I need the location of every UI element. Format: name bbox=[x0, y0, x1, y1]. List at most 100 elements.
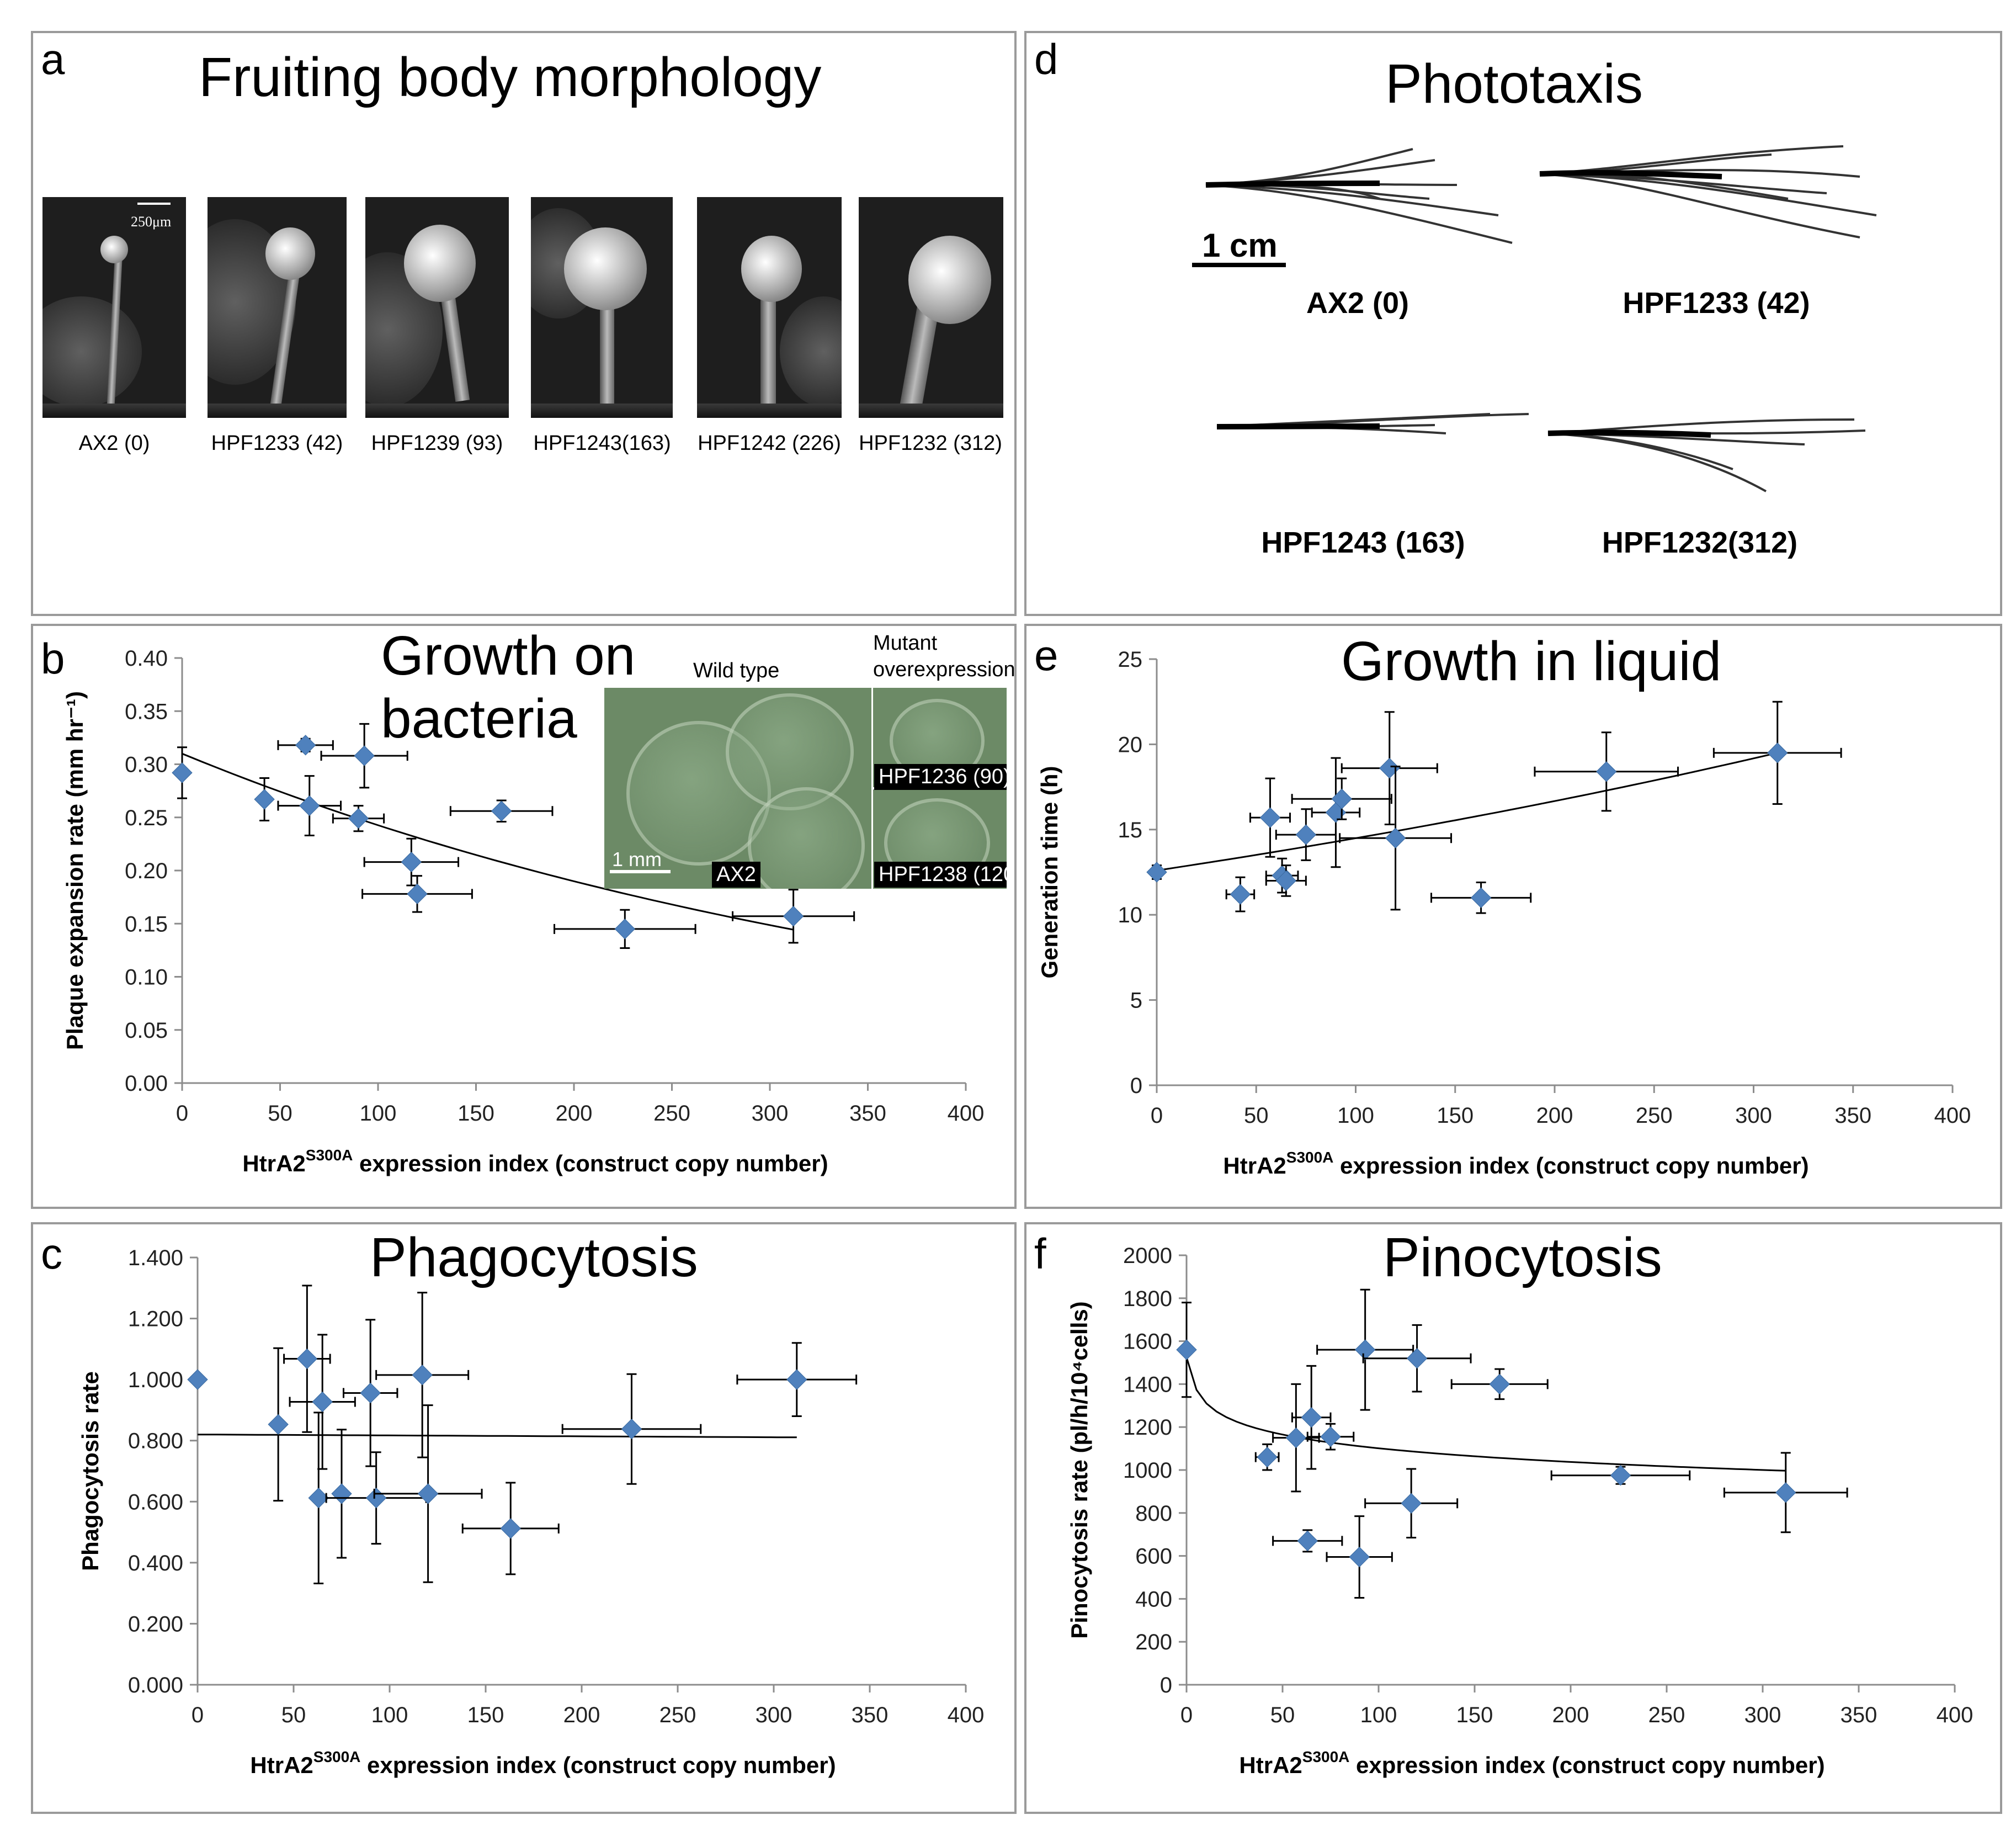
data-point bbox=[1176, 1339, 1197, 1360]
data-point bbox=[365, 1487, 387, 1509]
data-point bbox=[1295, 824, 1317, 845]
data-point bbox=[783, 906, 804, 927]
photo-label: HPF1239 (93) bbox=[371, 432, 503, 455]
panel-title: Pinocytosis bbox=[1383, 1227, 1662, 1288]
x-tick-label: 100 bbox=[1360, 1703, 1397, 1727]
growth-on-bacteria-chart: 0.00 0.05 0.10 0.15 0.20 0.25 0.30 0.35 0.40 0 50 1… bbox=[62, 646, 985, 1176]
phototaxis-scale-bar-label: 1 cm bbox=[1202, 227, 1278, 264]
photo-label: HPF1233 (42) bbox=[211, 432, 343, 455]
pinocytosis-chart: 0 200 400 600 800 1000 1200 1400 1600 1800 2000 0 50… bbox=[1066, 1244, 1973, 1778]
trend-line bbox=[1185, 1357, 1786, 1472]
x-tick-label: 0 bbox=[1180, 1703, 1193, 1727]
data-point bbox=[268, 1414, 289, 1435]
y-tick-label: 10 bbox=[1118, 903, 1143, 927]
data-point bbox=[786, 1369, 807, 1390]
y-tick-label: 0.400 bbox=[128, 1551, 183, 1575]
y-axis-title: Pinocytosis rate (pl/h/10⁴cells) bbox=[1066, 1301, 1092, 1638]
y-tick-label: 0.25 bbox=[125, 806, 168, 830]
data-point bbox=[360, 1382, 381, 1404]
data-point bbox=[1610, 1465, 1631, 1486]
x-tick-label: 200 bbox=[1552, 1703, 1589, 1727]
y-tick-label: 1400 bbox=[1123, 1372, 1172, 1397]
y-tick-label: 15 bbox=[1118, 818, 1143, 842]
panel-title: Phototaxis bbox=[1385, 53, 1643, 115]
strain-label: HPF1232(312) bbox=[1602, 526, 1798, 559]
x-tick-label: 200 bbox=[1536, 1103, 1573, 1128]
data-point bbox=[1285, 1427, 1307, 1448]
x-tick-label: 400 bbox=[948, 1703, 985, 1727]
inset-wild-type-label: Wild type bbox=[693, 659, 780, 682]
panel-letter: d bbox=[1034, 35, 1058, 83]
x-tick-label: 50 bbox=[281, 1703, 306, 1727]
inset-photo-mutant: HPF1236 (90) HPF1238 (120) bbox=[873, 688, 1007, 889]
panel-f: f Pinocytosis 0 200 400 600 800 1000 1200 1400 1… bbox=[1024, 1222, 2002, 1814]
x-tick-label: 200 bbox=[563, 1703, 600, 1727]
panel-letter: a bbox=[41, 35, 65, 83]
y-tick-label: 600 bbox=[1135, 1545, 1172, 1569]
x-tick-label: 300 bbox=[752, 1101, 789, 1126]
data-point bbox=[621, 1418, 642, 1440]
y-tick-label: 0.200 bbox=[128, 1612, 183, 1636]
phagocytosis-chart: 0.000 0.200 0.400 0.600 0.800 1.000 1.200 1.400… bbox=[77, 1246, 985, 1778]
data-point bbox=[491, 800, 512, 821]
y-tick-label: 0 bbox=[1160, 1673, 1172, 1697]
data-point bbox=[354, 745, 375, 766]
data-point bbox=[1401, 1493, 1422, 1514]
y-tick-label: 0.800 bbox=[128, 1429, 183, 1453]
inset-tag-hpf1238: HPF1238 (120) bbox=[874, 862, 1007, 888]
x-tick-label: 0 bbox=[192, 1703, 204, 1727]
data-point bbox=[1406, 1348, 1428, 1369]
data-point bbox=[1275, 870, 1297, 892]
x-tick-label: 350 bbox=[1834, 1103, 1871, 1128]
data-point bbox=[500, 1518, 521, 1539]
x-tick-label: 150 bbox=[467, 1703, 504, 1727]
y-tick-label: 200 bbox=[1135, 1630, 1172, 1654]
phototaxis-tracks bbox=[1192, 145, 1877, 492]
data-point bbox=[331, 1483, 352, 1504]
x-tick-label: 250 bbox=[653, 1101, 690, 1126]
panel-title-line2: bacteria bbox=[381, 688, 577, 750]
fruiting-body-photo-hpf1243 bbox=[531, 197, 673, 418]
fruiting-body-photo-ax2: 250μm bbox=[42, 197, 186, 418]
data-point bbox=[417, 1483, 439, 1504]
y-tick-label: 0.000 bbox=[128, 1673, 183, 1697]
data-point bbox=[401, 851, 422, 873]
data-point bbox=[407, 883, 428, 905]
x-tick-label: 50 bbox=[1244, 1103, 1269, 1128]
data-point bbox=[1146, 862, 1167, 883]
photo-label: HPF1242 (226) bbox=[698, 432, 841, 455]
data-point bbox=[1259, 807, 1281, 828]
y-axis-title: Phagocytosis rate bbox=[77, 1371, 103, 1571]
data-point bbox=[1767, 742, 1788, 763]
data-point bbox=[308, 1487, 329, 1509]
y-tick-label: 2000 bbox=[1123, 1244, 1172, 1268]
y-tick-label: 0.15 bbox=[125, 912, 168, 936]
inset-tag-hpf1236: HPF1236 (90) bbox=[874, 764, 1007, 790]
x-tick-label: 0 bbox=[1151, 1103, 1163, 1128]
data-point bbox=[1775, 1482, 1796, 1503]
fruiting-body-photo-hpf1242 bbox=[697, 197, 842, 418]
x-tick-label: 400 bbox=[948, 1101, 985, 1126]
x-tick-label: 150 bbox=[1437, 1103, 1474, 1128]
x-tick-label: 350 bbox=[1841, 1703, 1877, 1727]
inset-mutant-label-2: overexpression bbox=[873, 658, 1015, 681]
x-tick-label: 50 bbox=[1270, 1703, 1295, 1727]
data-point bbox=[299, 795, 320, 816]
data-point bbox=[1331, 788, 1352, 809]
photo-label: HPF1232 (312) bbox=[859, 432, 1002, 455]
y-tick-label: 1200 bbox=[1123, 1415, 1172, 1440]
x-tick-label: 100 bbox=[1337, 1103, 1374, 1128]
panel-letter: f bbox=[1034, 1229, 1046, 1278]
data-point bbox=[348, 808, 369, 829]
data-point bbox=[1354, 1339, 1376, 1360]
fruiting-body-photo-hpf1233 bbox=[208, 197, 347, 418]
data-point bbox=[1385, 827, 1406, 848]
data-point bbox=[296, 1348, 318, 1370]
panel-e: e Growth in liquid 0 5 10 15 20 25 0 50 100 150 20… bbox=[1024, 624, 2002, 1209]
data-point bbox=[1301, 1407, 1322, 1428]
y-tick-label: 0.20 bbox=[125, 859, 168, 883]
panel-title-line1: Growth on bbox=[381, 625, 636, 687]
inset-tag-ax2: AX2 bbox=[712, 862, 760, 888]
panel-c: c Phagocytosis 0.000 0.200 0.400 0.600 0.800… bbox=[31, 1222, 1017, 1814]
y-tick-label: 0.00 bbox=[125, 1071, 168, 1096]
